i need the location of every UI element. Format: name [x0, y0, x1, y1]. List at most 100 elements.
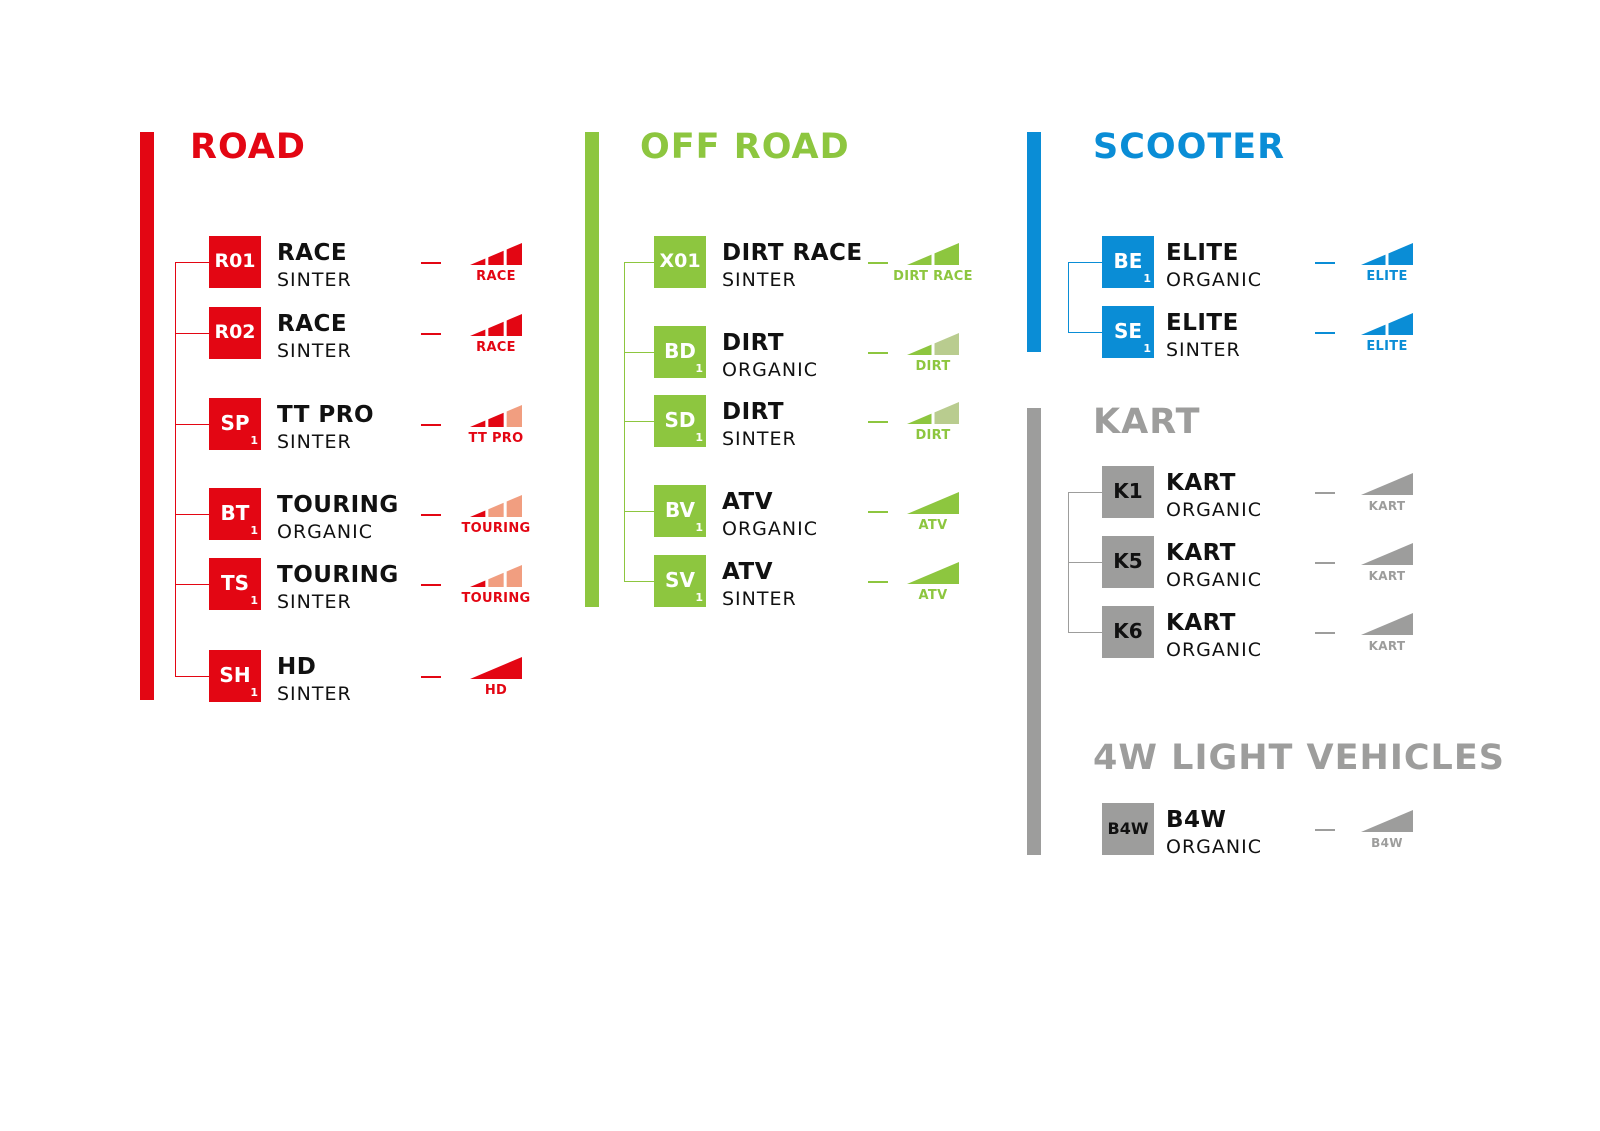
- product-code-badge: SD 1: [654, 395, 706, 447]
- performance-segment: [488, 572, 504, 587]
- product-name: KART: [1166, 470, 1236, 496]
- performance-level-icon: [470, 657, 522, 679]
- performance-label: RACE: [476, 269, 516, 284]
- product-name: ATV: [722, 489, 774, 515]
- performance-segment: [1361, 473, 1413, 495]
- performance-level-icon: [470, 405, 522, 427]
- product-code: K5: [1113, 549, 1143, 573]
- connector-dash: [868, 421, 888, 423]
- tree-branch: [175, 333, 209, 334]
- product-code-badge: BE 1: [1102, 236, 1154, 288]
- performance-segment: [506, 565, 522, 587]
- category-title: OFF ROAD: [640, 127, 850, 167]
- tree-branch: [1068, 262, 1102, 263]
- connector-dash: [421, 676, 441, 678]
- product-code-subscript: 1: [250, 524, 258, 537]
- connector-dash: [1315, 262, 1335, 264]
- product-code-subscript: 1: [695, 362, 703, 375]
- compound-type: SINTER: [277, 340, 352, 362]
- compound-type: ORGANIC: [722, 359, 818, 381]
- performance-level-icon: [470, 495, 522, 517]
- connector-dash: [868, 352, 888, 354]
- product-code-badge: SV 1: [654, 555, 706, 607]
- performance-level-icon: [1361, 473, 1413, 495]
- tree-branch: [175, 584, 209, 585]
- product-code-subscript: 1: [250, 686, 258, 699]
- compound-type: SINTER: [277, 269, 352, 291]
- product-code-subscript: 1: [1143, 272, 1151, 285]
- connector-dash: [868, 511, 888, 513]
- tree-connector: [175, 262, 176, 676]
- product-code: SV: [665, 568, 695, 592]
- performance-label: TT PRO: [468, 431, 524, 446]
- category-title: 4W LIGHT VEHICLES: [1093, 738, 1505, 778]
- product-name: ELITE: [1166, 310, 1239, 336]
- performance-segment: [1388, 313, 1413, 335]
- performance-segment: [488, 321, 504, 336]
- compound-type: ORGANIC: [1166, 836, 1262, 858]
- product-code-badge: SE 1: [1102, 306, 1154, 358]
- product-code-badge: X01: [654, 236, 706, 288]
- performance-label: B4W: [1371, 836, 1403, 850]
- connector-dash: [868, 262, 888, 264]
- performance-segment: [488, 502, 504, 517]
- performance-segment: [934, 402, 959, 424]
- performance-level-icon: [1361, 810, 1413, 832]
- product-code: K6: [1113, 619, 1143, 643]
- connector-dash: [868, 581, 888, 583]
- performance-label: ELITE: [1366, 339, 1408, 354]
- connector-dash: [421, 333, 441, 335]
- tree-branch: [1068, 492, 1102, 493]
- product-code-subscript: 1: [250, 434, 258, 447]
- performance-segment: [1361, 613, 1413, 635]
- product-name: DIRT RACE: [722, 240, 863, 266]
- product-name: TT PRO: [277, 402, 375, 428]
- performance-segment: [488, 412, 504, 427]
- product-code-badge: SP 1: [209, 398, 261, 450]
- product-name: ELITE: [1166, 240, 1239, 266]
- performance-level-icon: [907, 492, 959, 514]
- performance-label: TOURING: [461, 591, 531, 606]
- category-title: ROAD: [190, 127, 306, 167]
- product-code-badge: K6: [1102, 606, 1154, 658]
- product-name: KART: [1166, 610, 1236, 636]
- product-code: SP: [220, 411, 250, 435]
- product-code: SE: [1113, 319, 1143, 343]
- product-name: RACE: [277, 311, 348, 337]
- tree-branch: [624, 352, 654, 353]
- product-code: K1: [1113, 479, 1143, 503]
- connector-dash: [421, 424, 441, 426]
- product-code: B4W: [1107, 818, 1149, 838]
- tree-branch: [624, 581, 654, 582]
- category-bar: [585, 132, 599, 607]
- connector-dash: [421, 262, 441, 264]
- performance-level-icon: [1361, 613, 1413, 635]
- product-name: B4W: [1166, 807, 1227, 833]
- performance-label: ATV: [918, 588, 948, 603]
- performance-segment: [907, 413, 932, 424]
- compound-type: ORGANIC: [1166, 499, 1262, 521]
- performance-segment: [470, 580, 486, 587]
- performance-level-icon: [907, 333, 959, 355]
- performance-segment: [506, 495, 522, 517]
- performance-label: KART: [1368, 499, 1406, 513]
- performance-segment: [1361, 810, 1413, 832]
- performance-segment: [470, 657, 522, 679]
- performance-segment: [907, 492, 959, 514]
- product-name: HD: [277, 654, 317, 680]
- connector-dash: [1315, 492, 1335, 494]
- performance-label: DIRT RACE: [893, 269, 973, 284]
- product-code: BD: [664, 339, 696, 363]
- compound-type: SINTER: [277, 591, 352, 613]
- connector-dash: [1315, 632, 1335, 634]
- performance-segment: [470, 420, 486, 427]
- connector-dash: [1315, 829, 1335, 831]
- product-name: KART: [1166, 540, 1236, 566]
- product-code: BT: [220, 501, 250, 525]
- product-code-subscript: 1: [695, 431, 703, 444]
- product-code-badge: SH 1: [209, 650, 261, 702]
- performance-segment: [934, 333, 959, 355]
- tree-branch: [175, 424, 209, 425]
- category-bar: [140, 132, 154, 700]
- tree-branch: [624, 511, 654, 512]
